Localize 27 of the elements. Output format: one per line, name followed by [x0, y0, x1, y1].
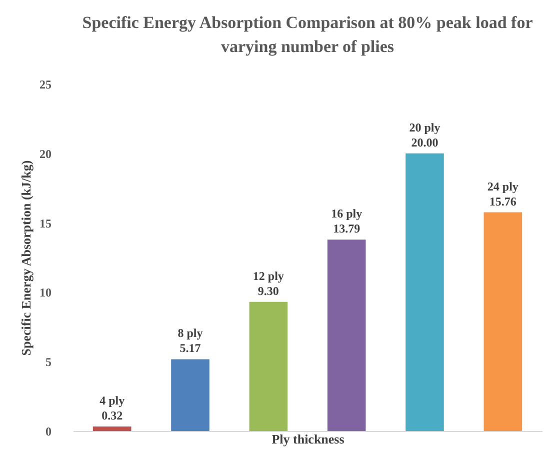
bar [92, 426, 132, 431]
bar [484, 212, 522, 431]
x-tick-label: 24 ply [487, 179, 518, 194]
y-axis-title: Specific Energy Absorption (kJ/kg) [18, 160, 34, 356]
bar [171, 359, 210, 431]
x-tick-label: 16 ply [331, 206, 362, 221]
y-tick-label: 0 [46, 424, 52, 438]
data-label: 13.79 [333, 222, 360, 236]
data-label: 5.17 [180, 341, 201, 356]
data-label: 20.00 [411, 135, 438, 150]
y-tick-label: 20 [40, 146, 52, 161]
bar [406, 153, 444, 431]
y-tick-label: 10 [40, 286, 52, 300]
x-axis-title: Ply thickness [272, 432, 344, 446]
data-label: 9.30 [258, 284, 279, 298]
y-tick-label: 25 [40, 78, 52, 92]
x-tick-label: 4 ply [100, 394, 125, 408]
bar [249, 302, 288, 431]
x-tick-label: 12 ply [252, 268, 284, 283]
data-label: 15.76 [489, 194, 516, 208]
x-tick-label: 8 ply [178, 326, 203, 340]
y-tick-label: 15 [40, 216, 52, 230]
x-tick-label: 20 ply [409, 120, 440, 134]
chart-title: Specific Energy Absorption Comparison at 80% peak load for varying number of plies [82, 13, 534, 56]
bar [327, 240, 366, 431]
data-label: 0.32 [102, 408, 123, 423]
y-tick-label: 5 [46, 355, 52, 370]
